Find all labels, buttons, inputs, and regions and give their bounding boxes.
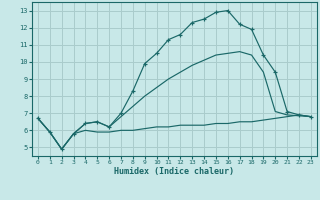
X-axis label: Humidex (Indice chaleur): Humidex (Indice chaleur) <box>115 167 234 176</box>
